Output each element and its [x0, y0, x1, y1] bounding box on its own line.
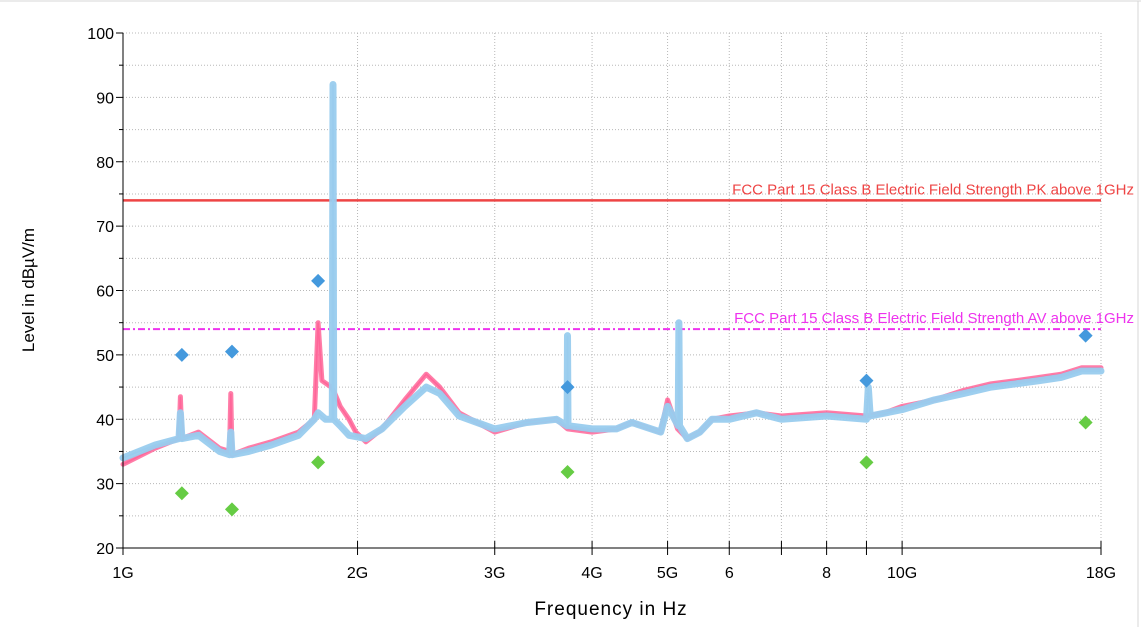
y-tick-label: 60 — [96, 284, 114, 301]
data-point-marker — [311, 273, 326, 288]
trace-peak-line — [122, 84, 1101, 459]
data-point-marker — [224, 502, 239, 517]
y-tick-label: 100 — [87, 26, 114, 43]
data-point-marker — [224, 344, 239, 359]
y-tick-label: 30 — [96, 477, 114, 494]
x-axis-label: Frequency in Hz — [534, 599, 687, 620]
y-tick-label: 70 — [96, 219, 114, 236]
traces — [119, 81, 1105, 467]
x-tick-label: 1G — [112, 565, 133, 582]
data-point-marker — [1078, 328, 1093, 343]
data-point-marker — [859, 373, 874, 388]
limit-line-label: FCC Part 15 Class B Electric Field Stren… — [732, 181, 1134, 198]
y-tick-label: 50 — [96, 348, 114, 365]
axes: 20 30 40 50 60 70 80 90 100 1G 2G 3G 4G 5G 6 8 10G 18G — [87, 26, 1116, 582]
x-tick-label: 10G — [887, 565, 917, 582]
x-tick-label: 4G — [581, 565, 602, 582]
trace-line — [119, 81, 1105, 462]
y-tick-label: 40 — [96, 412, 114, 429]
y-tick-label: 80 — [96, 155, 114, 172]
x-tick-label: 6 — [725, 565, 734, 582]
x-tick-label: 3G — [484, 565, 505, 582]
x-tick-label: 18G — [1086, 565, 1116, 582]
data-point-marker — [174, 486, 189, 501]
data-point-marker — [560, 465, 575, 480]
y-tick-label: 90 — [96, 90, 114, 107]
x-tick-label: 8 — [822, 565, 831, 582]
limit-lines: FCC Part 15 Class B Electric Field Stren… — [123, 181, 1134, 331]
data-point-marker — [311, 455, 326, 470]
limit-line-label: FCC Part 15 Class B Electric Field Stren… — [734, 310, 1134, 327]
data-point-marker — [174, 347, 189, 362]
x-tick-label: 2G — [347, 565, 368, 582]
x-tick-label: 5G — [657, 565, 678, 582]
y-axis-label: Level in dBµV/m — [19, 228, 38, 352]
data-point-marker — [859, 455, 874, 470]
y-tick-label: 20 — [96, 541, 114, 558]
data-point-marker — [560, 380, 575, 395]
markers — [174, 273, 1093, 517]
data-point-marker — [1078, 415, 1093, 430]
grid — [123, 32, 1102, 548]
